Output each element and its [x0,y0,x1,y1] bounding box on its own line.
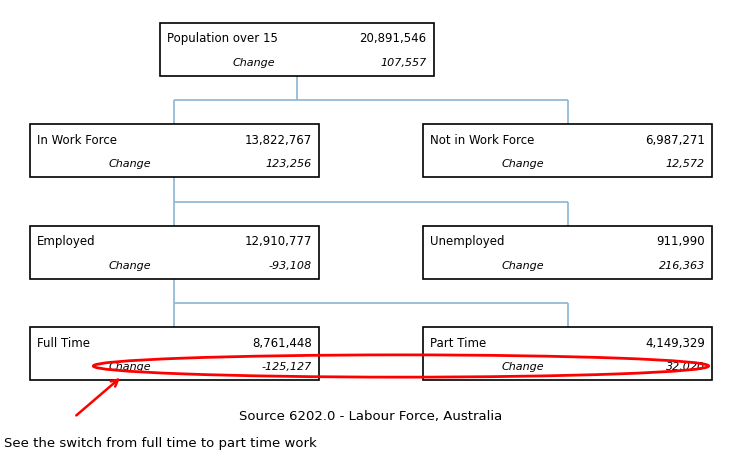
Text: Population over 15: Population over 15 [167,32,278,46]
Text: 32,020: 32,020 [666,362,705,372]
Text: Change: Change [502,362,545,372]
Text: In Work Force: In Work Force [37,134,117,147]
Text: Source 6202.0 - Labour Force, Australia: Source 6202.0 - Labour Force, Australia [240,410,502,423]
Text: Change: Change [108,362,151,372]
Text: Change: Change [108,260,151,271]
Bar [160,23,434,76]
Text: Change: Change [108,159,151,169]
Text: 12,572: 12,572 [666,159,705,169]
Text: Change: Change [502,159,545,169]
Text: 8,761,448: 8,761,448 [252,337,312,350]
Text: See the switch from full time to part time work: See the switch from full time to part ti… [4,437,316,450]
Bar [423,327,712,380]
Bar [423,226,712,279]
Text: Employed: Employed [37,235,96,248]
Text: -93,108: -93,108 [269,260,312,271]
Text: Part Time: Part Time [430,337,487,350]
Text: Change: Change [232,58,275,68]
Text: 4,149,329: 4,149,329 [645,337,705,350]
Text: Change: Change [502,260,545,271]
Text: 216,363: 216,363 [659,260,705,271]
Bar [30,124,319,177]
Text: 12,910,777: 12,910,777 [244,235,312,248]
Text: 107,557: 107,557 [381,58,427,68]
Text: Unemployed: Unemployed [430,235,505,248]
Text: 911,990: 911,990 [656,235,705,248]
Text: 20,891,546: 20,891,546 [360,32,427,46]
Text: 13,822,767: 13,822,767 [244,134,312,147]
Bar [30,327,319,380]
Text: Not in Work Force: Not in Work Force [430,134,535,147]
Text: 123,256: 123,256 [266,159,312,169]
Bar [423,124,712,177]
Bar [30,226,319,279]
Text: -125,127: -125,127 [261,362,312,372]
Text: 6,987,271: 6,987,271 [645,134,705,147]
Text: Full Time: Full Time [37,337,90,350]
